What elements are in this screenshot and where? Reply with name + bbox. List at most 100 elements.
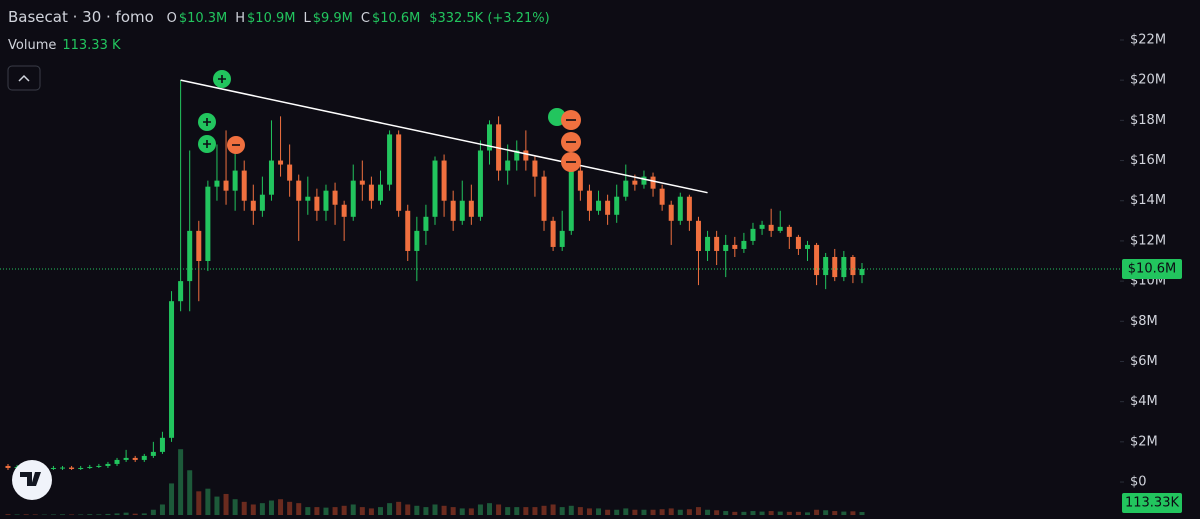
y-tick-label: $6M bbox=[1130, 354, 1158, 369]
volume-bar bbox=[477, 504, 483, 515]
buy-marker[interactable] bbox=[198, 135, 216, 153]
volume-bar bbox=[96, 514, 102, 515]
candle-body bbox=[741, 240, 747, 249]
sell-marker[interactable] bbox=[561, 152, 581, 172]
symbol: Basecat · 30 · fomo bbox=[8, 8, 154, 26]
candle-body bbox=[50, 467, 56, 469]
buy-marker[interactable] bbox=[213, 70, 231, 88]
candle-body bbox=[377, 184, 383, 201]
volume-bar bbox=[159, 504, 165, 515]
candle-body bbox=[832, 256, 838, 278]
volume-bar bbox=[814, 509, 820, 515]
candle-body bbox=[96, 465, 102, 467]
volume-bar bbox=[450, 507, 456, 515]
volume-bar bbox=[396, 501, 402, 515]
volume-bar bbox=[387, 503, 393, 515]
volume-bar bbox=[596, 508, 602, 515]
volume-title: Volume bbox=[8, 38, 57, 53]
sell-marker[interactable] bbox=[561, 132, 581, 152]
candle-body bbox=[241, 170, 247, 201]
volume-bar bbox=[505, 507, 511, 515]
volume-bar bbox=[459, 508, 465, 515]
volume-bar bbox=[586, 508, 592, 515]
candle-body bbox=[314, 196, 320, 211]
candle-body bbox=[132, 457, 138, 460]
volume-bar bbox=[568, 505, 574, 515]
volume-bar bbox=[559, 507, 565, 515]
buy-marker[interactable] bbox=[198, 113, 216, 131]
candle-body bbox=[405, 210, 411, 251]
candle-body bbox=[414, 230, 420, 251]
candle-body bbox=[786, 226, 792, 237]
volume-bar bbox=[723, 511, 729, 515]
candle-body bbox=[523, 150, 529, 161]
tradingview-logo[interactable] bbox=[12, 460, 52, 500]
candle-body bbox=[305, 196, 311, 201]
sell-marker[interactable] bbox=[227, 136, 245, 154]
candle-body bbox=[287, 164, 293, 181]
ohlc: O $10.3M H $10.9M L $9.9M C $10.6M bbox=[161, 8, 423, 26]
volume-bar bbox=[332, 507, 338, 515]
ohlc-key: L bbox=[303, 11, 311, 26]
candle-body bbox=[705, 236, 711, 251]
volume-bar bbox=[205, 488, 211, 515]
ohlc-key: O bbox=[166, 11, 177, 26]
candle-body bbox=[250, 200, 256, 211]
candle-body bbox=[586, 190, 592, 211]
y-tick-label: $16M bbox=[1130, 153, 1166, 168]
candle-body bbox=[296, 180, 302, 201]
candle-body bbox=[468, 200, 474, 217]
candle-body bbox=[568, 170, 574, 231]
volume-bar bbox=[777, 511, 783, 515]
volume-bar bbox=[732, 511, 738, 515]
volume-bar bbox=[795, 511, 801, 515]
volume-bar bbox=[405, 504, 411, 515]
candle-body bbox=[841, 256, 847, 278]
candle-body bbox=[268, 160, 274, 195]
candle-body bbox=[668, 204, 674, 221]
candle-body bbox=[105, 463, 111, 466]
candle-body bbox=[159, 437, 165, 452]
candle-body bbox=[859, 269, 865, 276]
volume-bar bbox=[514, 507, 520, 515]
candle-body bbox=[368, 184, 374, 201]
candle-body bbox=[123, 457, 129, 460]
volume-bar bbox=[214, 496, 220, 515]
y-tick-label: $4M bbox=[1130, 394, 1158, 409]
candle-body bbox=[477, 150, 483, 217]
volume-bar bbox=[150, 509, 156, 515]
candle-body bbox=[632, 180, 638, 185]
ohlc-key: C bbox=[360, 11, 370, 26]
candle-body bbox=[750, 228, 756, 241]
volume-bar bbox=[577, 507, 583, 515]
legend: Basecat · 30 · fomo O $10.3M H $10.9M L $9.9M… bbox=[8, 8, 552, 26]
ohlc-value: $9.9M bbox=[312, 11, 353, 26]
volume-bar bbox=[141, 513, 147, 515]
volume-bar bbox=[132, 513, 138, 515]
volume-bar bbox=[705, 509, 711, 515]
collapse-button[interactable] bbox=[7, 65, 41, 91]
volume-bar bbox=[296, 503, 302, 515]
y-tick-label: $12M bbox=[1130, 233, 1166, 248]
candle-body bbox=[659, 188, 665, 205]
ohlc-value: $10.3M bbox=[178, 11, 228, 26]
volume-bar bbox=[686, 509, 692, 515]
volume-bar bbox=[278, 499, 284, 515]
candle-body bbox=[205, 186, 211, 262]
candle-body bbox=[323, 190, 329, 211]
candle-body bbox=[541, 176, 547, 221]
volume-bar bbox=[114, 513, 120, 515]
volume-bar bbox=[23, 514, 29, 515]
volume-bar bbox=[223, 493, 229, 515]
sell-marker[interactable] bbox=[561, 110, 581, 130]
volume-bar bbox=[741, 511, 747, 515]
candle-body bbox=[514, 150, 520, 161]
volume-layer bbox=[5, 449, 865, 515]
volume-bar bbox=[423, 507, 429, 515]
candle-body bbox=[150, 451, 156, 456]
volume-bar bbox=[750, 511, 756, 515]
candle-body bbox=[577, 170, 583, 191]
candle-body bbox=[641, 176, 647, 185]
volume-bar bbox=[32, 514, 38, 515]
